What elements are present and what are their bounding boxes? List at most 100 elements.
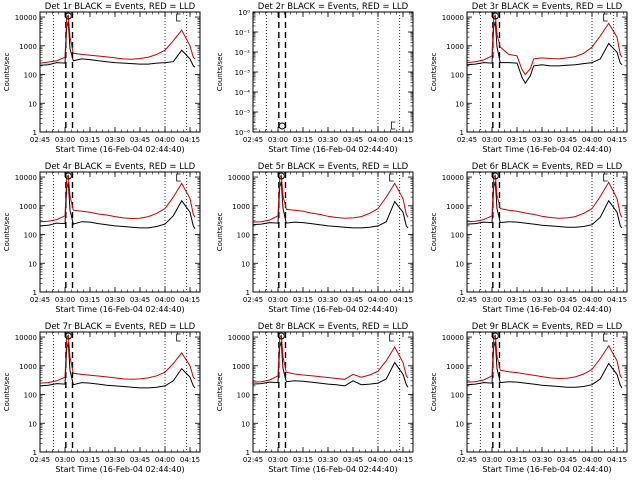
- y-tick-label: 1000: [19, 363, 37, 371]
- chart-panel-1: Det 1r BLACK = Events, RED = LLD Counts/s…: [3, 2, 201, 154]
- x-tick-label: 03:30: [105, 296, 125, 304]
- chart-panel-2: Det 2r BLACK = Events, RED = LLD Counts/s…: [216, 2, 414, 154]
- y-tick-label: 10: [28, 260, 37, 268]
- peak-marker-circle: [278, 122, 286, 130]
- plot-frame: [466, 331, 628, 453]
- y-tick-label: 100: [451, 232, 464, 240]
- x-tick-label: 04:00: [582, 456, 602, 464]
- peak-marker-circle: [491, 332, 499, 340]
- y-tick-label: 10⁻³: [235, 69, 251, 77]
- bracket-marker: [603, 173, 608, 182]
- y-axis-label: Counts/sec: [430, 373, 438, 412]
- y-tick-label: 10⁻¹: [235, 29, 251, 37]
- x-tick-label: 03:00: [482, 456, 502, 464]
- y-tick-label: 10⁻²: [235, 49, 251, 57]
- x-tick-label: 02:45: [30, 136, 50, 144]
- series-line-red: [466, 174, 623, 223]
- peak-marker-circle: [64, 332, 72, 340]
- x-tick-label: 03:45: [130, 136, 150, 144]
- x-tick-label: 04:15: [180, 456, 200, 464]
- x-tick-label: 03:30: [318, 456, 338, 464]
- x-tick-label: 04:15: [393, 456, 413, 464]
- series-line-black: [252, 181, 409, 229]
- x-tick-label: 04:00: [582, 296, 602, 304]
- series-line-black: [39, 182, 196, 229]
- x-tick-label: 03:00: [482, 136, 502, 144]
- x-tick-label: 04:00: [368, 136, 388, 144]
- chart-panel-8: Det 8r BLACK = Events, RED = LLD Counts/s…: [216, 322, 414, 474]
- peak-marker-circle: [64, 12, 72, 20]
- peak-marker-circle: [277, 332, 285, 340]
- x-tick-label: 04:00: [368, 456, 388, 464]
- series-line-black: [39, 21, 196, 68]
- x-tick-label: 03:45: [343, 136, 363, 144]
- chart-panel-5: Det 5r BLACK = Events, RED = LLD Counts/s…: [216, 162, 414, 314]
- bracket-marker: [252, 121, 257, 130]
- y-tick-label: 10000: [15, 334, 37, 342]
- y-axis-label: Counts/sec: [216, 373, 224, 412]
- y-tick-label: 1000: [446, 43, 464, 51]
- y-tick-label: 1: [460, 449, 464, 457]
- y-tick-label: 1000: [446, 203, 464, 211]
- x-tick-label: 04:00: [582, 136, 602, 144]
- x-tick-label: 03:15: [80, 136, 100, 144]
- x-tick-label: 03:15: [507, 296, 527, 304]
- y-tick-label: 10000: [228, 174, 250, 182]
- x-axis-label: Start Time (16-Feb-04 02:44:40): [268, 305, 397, 314]
- x-tick-label: 03:30: [105, 456, 125, 464]
- y-tick-label: 100: [451, 72, 464, 80]
- peak-marker-circle: [491, 172, 499, 180]
- series-line-red: [252, 334, 409, 383]
- y-tick-label: 100: [24, 392, 37, 400]
- x-tick-label: 03:15: [507, 136, 527, 144]
- x-tick-label: 03:00: [55, 136, 75, 144]
- chart-panel-4: Det 4r BLACK = Events, RED = LLD Counts/s…: [3, 162, 201, 314]
- x-tick-label: 04:00: [368, 296, 388, 304]
- y-tick-label: 1000: [232, 363, 250, 371]
- x-tick-label: 03:15: [293, 456, 313, 464]
- y-tick-label: 10000: [15, 174, 37, 182]
- series-line-red: [39, 174, 196, 223]
- y-tick-label: 1: [246, 289, 250, 297]
- x-tick-label: 04:15: [607, 456, 627, 464]
- peak-marker-circle: [491, 12, 499, 20]
- x-tick-label: 03:15: [80, 296, 100, 304]
- y-tick-label: 10: [241, 260, 250, 268]
- x-tick-label: 03:15: [507, 456, 527, 464]
- panel-title: Det 1r BLACK = Events, RED = LLD: [45, 2, 196, 12]
- bracket-marker: [176, 333, 181, 342]
- y-tick-label: 1: [33, 289, 37, 297]
- y-tick-label: 100: [24, 232, 37, 240]
- x-tick-label: 04:15: [180, 296, 200, 304]
- x-tick-label: 02:45: [30, 296, 50, 304]
- x-tick-label: 03:45: [130, 456, 150, 464]
- x-axis-label: Start Time (16-Feb-04 02:44:40): [268, 465, 397, 474]
- chart-panel-3: Det 3r BLACK = Events, RED = LLD Counts/s…: [430, 2, 628, 154]
- series-line-black: [466, 341, 623, 389]
- x-tick-label: 02:45: [243, 296, 263, 304]
- y-tick-label: 1000: [19, 203, 37, 211]
- panel-title: Det 7r BLACK = Events, RED = LLD: [45, 322, 196, 332]
- bracket-marker: [389, 333, 394, 342]
- y-tick-label: 100: [451, 392, 464, 400]
- y-tick-label: 10: [28, 420, 37, 428]
- y-tick-label: 10⁻⁵: [235, 109, 251, 117]
- y-tick-label: 10000: [442, 14, 464, 22]
- series-line-red: [252, 174, 409, 223]
- plot-frame: [252, 331, 414, 453]
- y-tick-label: 10000: [442, 334, 464, 342]
- y-tick-label: 10: [28, 100, 37, 108]
- x-tick-label: 02:45: [457, 136, 477, 144]
- series-line-red: [466, 334, 623, 383]
- series-line-black: [466, 21, 623, 85]
- x-tick-label: 03:45: [557, 136, 577, 144]
- x-tick-label: 02:45: [30, 456, 50, 464]
- x-tick-label: 02:45: [457, 296, 477, 304]
- x-axis-label: Start Time (16-Feb-04 02:44:40): [55, 465, 184, 474]
- x-tick-label: 04:15: [607, 136, 627, 144]
- y-tick-label: 100: [237, 392, 250, 400]
- x-tick-label: 03:45: [343, 456, 363, 464]
- x-tick-label: 03:00: [55, 456, 75, 464]
- x-tick-label: 04:15: [180, 136, 200, 144]
- y-tick-label: 1000: [232, 203, 250, 211]
